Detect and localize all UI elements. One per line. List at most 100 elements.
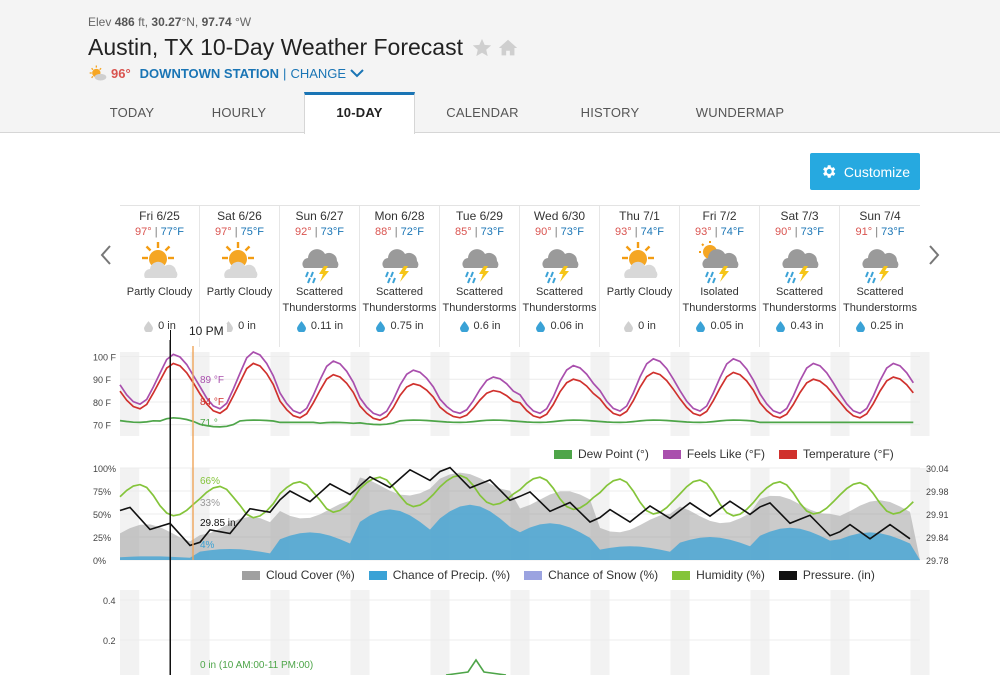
day-temps: 92° | 73°F	[280, 226, 359, 238]
day-temps: 93° | 74°F	[600, 226, 679, 238]
temp-separator: |	[551, 226, 561, 238]
chevron-right-icon[interactable]	[928, 244, 940, 266]
condition-line-1: Scattered	[455, 286, 504, 298]
tab-hourly[interactable]: HOURLY	[211, 105, 267, 120]
day-temps: 97° | 75°F	[200, 226, 279, 238]
day-precip: 0 in	[120, 320, 200, 332]
y-tick-label: 0.2	[103, 636, 116, 646]
home-icon[interactable]	[497, 37, 519, 59]
tab-10-day[interactable]: 10-DAY	[304, 92, 415, 134]
legend-item-humidity[interactable]: Humidity (%)	[672, 568, 765, 582]
raindrop-icon	[624, 320, 634, 332]
legend-swatch	[778, 449, 797, 459]
y-tick-label-left: 25%	[93, 533, 111, 543]
series-line-pressure	[119, 466, 911, 547]
elev-value: 486	[114, 15, 135, 29]
legend-temperature: Dew Point (°) Feels Like (°F) Temperatur…	[540, 447, 894, 461]
legend-item-cloud-cover[interactable]: Cloud Cover (%)	[242, 568, 355, 582]
customize-label: Customize	[843, 163, 911, 180]
legend-item-snow[interactable]: Chance of Snow (%)	[524, 568, 658, 582]
legend-item-dew-point[interactable]: Dew Point (°)	[554, 447, 649, 461]
chevron-down-icon[interactable]	[350, 68, 364, 78]
day-condition: Scattered Thunderstorms	[520, 284, 599, 316]
forecast-charts: 100 F 90 F 80 F 70 F 100% 30.04 75% 29.98 50% 29.…	[93, 340, 949, 675]
condition-line-1: Scattered	[375, 286, 424, 298]
day-column[interactable]: Wed 6/30 90° | 73°F Scattered Thunderstorms…	[520, 206, 600, 347]
condition-line-1: Partly Cloudy	[606, 286, 673, 298]
y-tick-label: 100 F	[93, 353, 117, 363]
day-column[interactable]: Sun 7/4 91° | 73°F Scattered Thunderstorms 0…	[840, 206, 920, 347]
y-tick-label-left: 75%	[93, 487, 111, 497]
day-column[interactable]: Fri 6/25 97° | 77°F Partly Cloudy 0 in	[120, 206, 200, 347]
readout-cloud-cover: 33%	[200, 498, 220, 509]
station-name[interactable]: DOWNTOWN STATION	[139, 65, 280, 81]
tab-calendar[interactable]: CALENDAR	[446, 105, 519, 120]
legend-swatch	[554, 449, 572, 459]
day-low-temp: 72°F	[400, 226, 424, 238]
legend-item-precip[interactable]: Chance of Precip. (%)	[368, 568, 510, 582]
day-low-temp: 77°F	[160, 226, 184, 238]
legend-swatch	[524, 570, 543, 580]
day-high-temp: 85°	[455, 226, 472, 238]
star-icon[interactable]	[471, 37, 493, 59]
day-low-temp: 73°F	[800, 226, 824, 238]
header-band	[0, 0, 1000, 133]
condition-line-1: Isolated	[700, 286, 739, 298]
title-row: Austin, TX 10-Day Weather Forecast	[88, 34, 519, 61]
tab-today[interactable]: TODAY	[109, 105, 155, 120]
chevron-left-icon[interactable]	[100, 244, 112, 266]
day-high-temp: 88°	[375, 226, 392, 238]
readout-humidity: 66%	[200, 476, 220, 487]
legend-label: Cloud Cover (%)	[266, 568, 355, 582]
change-station-link[interactable]: CHANGE	[290, 65, 347, 81]
day-column[interactable]: Sun 6/27 92° | 73°F Scattered Thunderstorms…	[280, 206, 360, 347]
precip-amount: 0.11 in	[310, 320, 344, 332]
raindrop-icon	[144, 320, 154, 332]
day-column[interactable]: Tue 6/29 85° | 73°F Scattered Thunderstorms…	[440, 206, 520, 347]
day-precip: 0.05 in	[680, 320, 760, 332]
day-condition: Scattered Thunderstorms	[280, 284, 359, 316]
night-band	[350, 352, 370, 436]
day-high-temp: 90°	[535, 226, 552, 238]
day-high-temp: 97°	[135, 226, 152, 238]
day-column[interactable]: Sat 6/26 97° | 75°F Partly Cloudy 0 in	[200, 206, 280, 347]
legend-item-temperature[interactable]: Temperature (°F)	[778, 447, 894, 461]
day-label: Sun 7/4	[859, 209, 901, 223]
day-low-temp: 73°F	[480, 226, 504, 238]
temp-separator: |	[231, 226, 241, 238]
precip-amount: 0 in	[158, 320, 176, 332]
night-band	[120, 590, 140, 675]
night-band	[590, 590, 610, 675]
day-column[interactable]: Mon 6/28 88° | 72°F Scattered Thunderstorms…	[360, 206, 440, 347]
y-tick-label-right: 29.91	[926, 510, 949, 520]
day-column[interactable]: Thu 7/1 93° | 74°F Partly Cloudy 0 in	[600, 206, 680, 347]
day-label: Sat 6/26	[217, 209, 262, 223]
raindrop-icon	[536, 320, 546, 332]
y-tick-label: 0.4	[103, 596, 116, 606]
day-condition: Scattered Thunderstorms	[440, 284, 519, 316]
day-high-temp: 92°	[295, 226, 312, 238]
y-tick-label: 80 F	[93, 398, 112, 408]
y-tick-label: 90 F	[93, 375, 112, 385]
precip-amount: 0.6 in	[473, 320, 501, 332]
day-temps: 88° | 72°F	[360, 226, 439, 238]
condition-line-1: Partly Cloudy	[126, 286, 193, 298]
day-condition: Scattered Thunderstorms	[360, 284, 439, 316]
y-tick-label: 70 F	[93, 421, 112, 431]
day-column[interactable]: Fri 7/2 93° | 74°F Isolated Thunderstorms 0.…	[680, 206, 760, 347]
day-low-temp: 73°F	[560, 226, 584, 238]
tab-wundermap[interactable]: WUNDERMAP	[695, 105, 785, 120]
tab-history[interactable]: HISTORY	[580, 105, 640, 120]
legend-item-pressure[interactable]: Pressure. (in)	[778, 568, 875, 582]
day-temps: 91° | 73°F	[840, 226, 920, 238]
precip-amount: 0.06 in	[550, 320, 584, 332]
condition-line-2: Thunderstorms	[843, 302, 917, 314]
night-band	[270, 590, 290, 675]
day-column[interactable]: Sat 7/3 90° | 73°F Scattered Thunderstorms 0…	[760, 206, 840, 347]
customize-button[interactable]: Customize	[810, 153, 920, 190]
precip-amount: 0.05 in	[710, 320, 744, 332]
lat-dir: °N,	[181, 15, 199, 29]
day-condition: Isolated Thunderstorms	[680, 284, 759, 316]
legend-item-feels-like[interactable]: Feels Like (°F)	[662, 447, 765, 461]
precip-amount: 0 in	[638, 320, 656, 332]
